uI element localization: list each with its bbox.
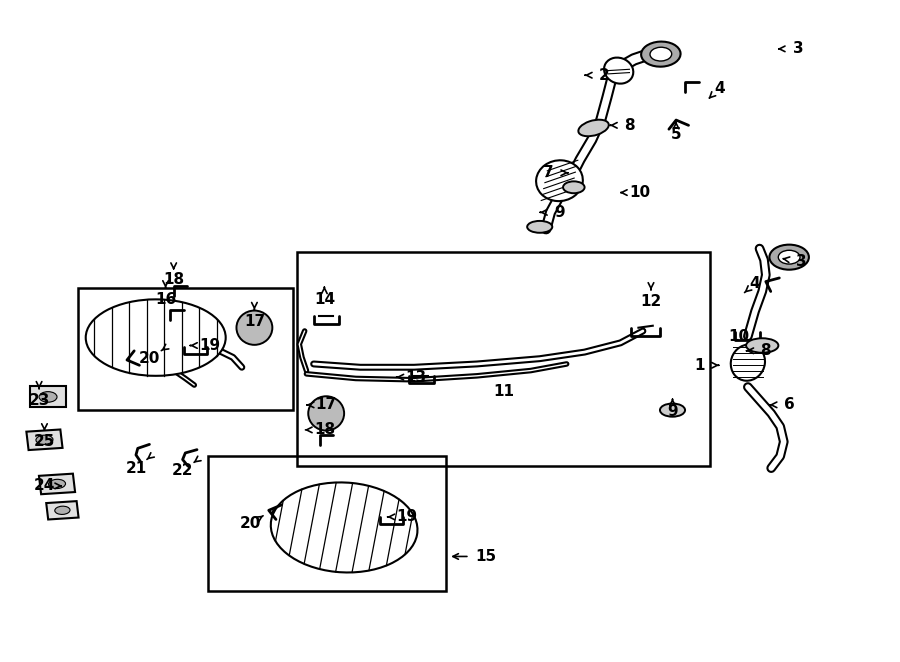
Polygon shape [46, 501, 78, 520]
Text: 3: 3 [796, 254, 807, 269]
Text: 8: 8 [760, 344, 771, 358]
Text: 23: 23 [29, 393, 50, 408]
Ellipse shape [39, 392, 57, 402]
Text: 16: 16 [155, 292, 176, 307]
Text: 25: 25 [34, 434, 55, 449]
Text: 20: 20 [240, 516, 262, 531]
Text: 10: 10 [630, 185, 651, 200]
Text: 18: 18 [163, 272, 184, 287]
Text: 2: 2 [598, 68, 609, 83]
Text: 6: 6 [784, 397, 795, 412]
Polygon shape [26, 430, 62, 450]
Text: 21: 21 [125, 461, 147, 475]
Ellipse shape [271, 483, 418, 573]
Text: 11: 11 [493, 384, 514, 399]
Ellipse shape [308, 397, 344, 430]
Text: 4: 4 [714, 81, 724, 96]
Ellipse shape [778, 250, 800, 264]
Ellipse shape [604, 58, 634, 83]
Text: 20: 20 [139, 351, 160, 366]
Text: 15: 15 [475, 549, 497, 564]
Text: 17: 17 [244, 314, 265, 328]
Ellipse shape [641, 42, 680, 67]
Text: 7: 7 [544, 166, 554, 180]
Text: 17: 17 [316, 397, 337, 412]
Ellipse shape [746, 338, 778, 353]
Bar [298, 252, 710, 466]
Text: 19: 19 [199, 338, 220, 353]
Ellipse shape [536, 160, 583, 201]
Ellipse shape [770, 245, 809, 269]
Text: 3: 3 [793, 41, 804, 56]
Text: 1: 1 [694, 357, 705, 373]
Ellipse shape [86, 299, 226, 376]
Ellipse shape [36, 435, 53, 444]
Text: 4: 4 [750, 276, 760, 291]
Text: 10: 10 [728, 329, 750, 344]
Ellipse shape [237, 310, 273, 345]
Text: 8: 8 [624, 118, 634, 133]
Text: 19: 19 [396, 509, 418, 524]
Ellipse shape [579, 120, 608, 136]
Ellipse shape [731, 344, 765, 381]
Ellipse shape [527, 221, 553, 233]
Polygon shape [39, 473, 75, 495]
Ellipse shape [660, 404, 685, 416]
Bar [208, 456, 446, 591]
Bar [77, 288, 293, 410]
Ellipse shape [563, 181, 585, 193]
Polygon shape [30, 387, 66, 408]
Text: 12: 12 [641, 294, 662, 309]
Text: 9: 9 [667, 404, 678, 419]
Text: 24: 24 [34, 479, 55, 493]
Text: 22: 22 [172, 463, 194, 478]
Text: 14: 14 [314, 292, 335, 307]
Ellipse shape [650, 47, 671, 61]
Text: 13: 13 [405, 369, 427, 385]
Text: 5: 5 [670, 127, 681, 142]
Ellipse shape [55, 506, 70, 514]
Text: 9: 9 [554, 205, 565, 220]
Ellipse shape [49, 479, 66, 489]
Text: 18: 18 [314, 422, 335, 438]
